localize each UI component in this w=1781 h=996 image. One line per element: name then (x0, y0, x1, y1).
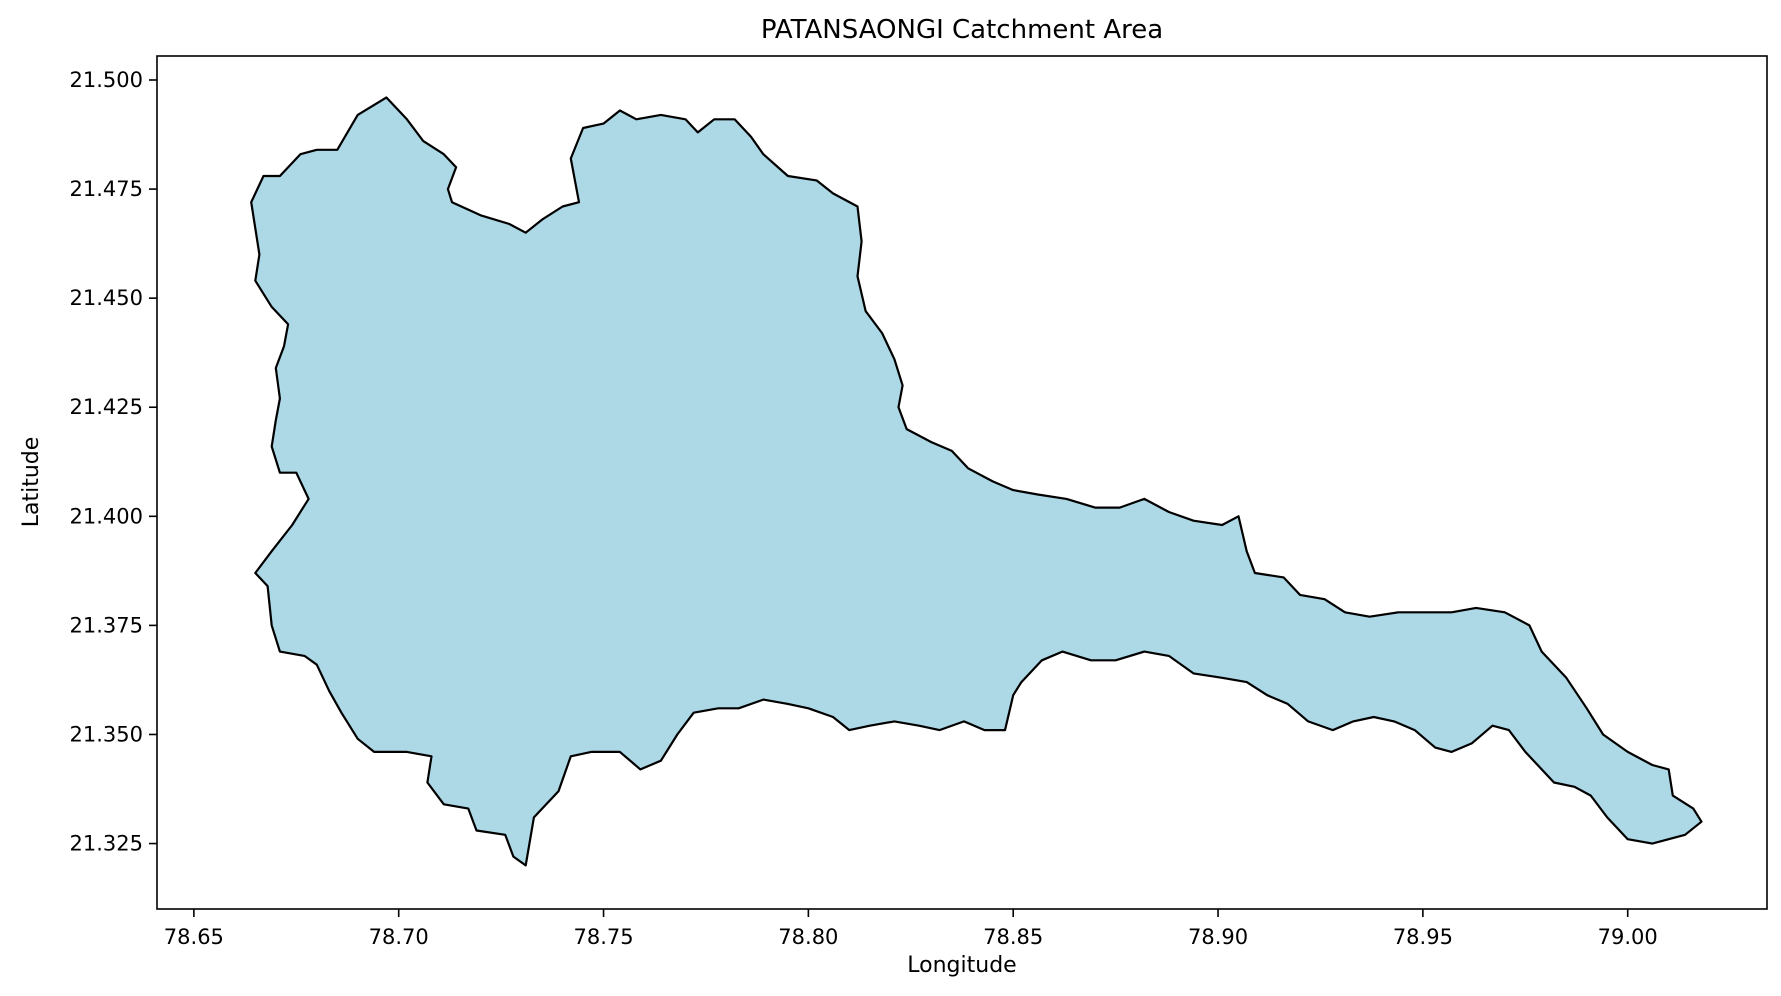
x-tick-label: 78.65 (164, 925, 224, 949)
catchment-boundary (250, 96, 1703, 867)
y-tick-label: 21.500 (70, 68, 143, 92)
y-tick-label: 21.400 (70, 504, 143, 528)
y-axis-ticks: 21.325 21.350 21.375 21.400 21.425 21.450 21.4… (70, 68, 157, 856)
y-tick-label: 21.375 (70, 613, 143, 637)
x-axis-ticks: 78.65 78.70 78.75 78.80 78.85 78.90 78.95 79.00 (164, 909, 1658, 949)
y-tick-label: 21.325 (70, 832, 143, 856)
x-tick-label: 78.70 (369, 925, 429, 949)
y-axis-label: Latitude (19, 437, 44, 528)
x-axis-label: Longitude (907, 953, 1016, 978)
y-tick-label: 21.450 (70, 286, 143, 310)
x-tick-label: 79.00 (1598, 925, 1658, 949)
axes-frame (156, 55, 1768, 910)
y-tick-label: 21.350 (70, 722, 143, 746)
x-tick-label: 78.90 (1188, 925, 1248, 949)
x-tick-label: 78.75 (573, 925, 633, 949)
x-tick-label: 78.95 (1393, 925, 1453, 949)
x-tick-label: 78.85 (983, 925, 1043, 949)
chart-title: PATANSAONGI Catchment Area (761, 15, 1163, 45)
y-tick-label: 21.475 (70, 177, 143, 201)
x-tick-label: 78.80 (778, 925, 838, 949)
y-tick-label: 21.425 (70, 395, 143, 419)
plot-area (250, 96, 1703, 867)
